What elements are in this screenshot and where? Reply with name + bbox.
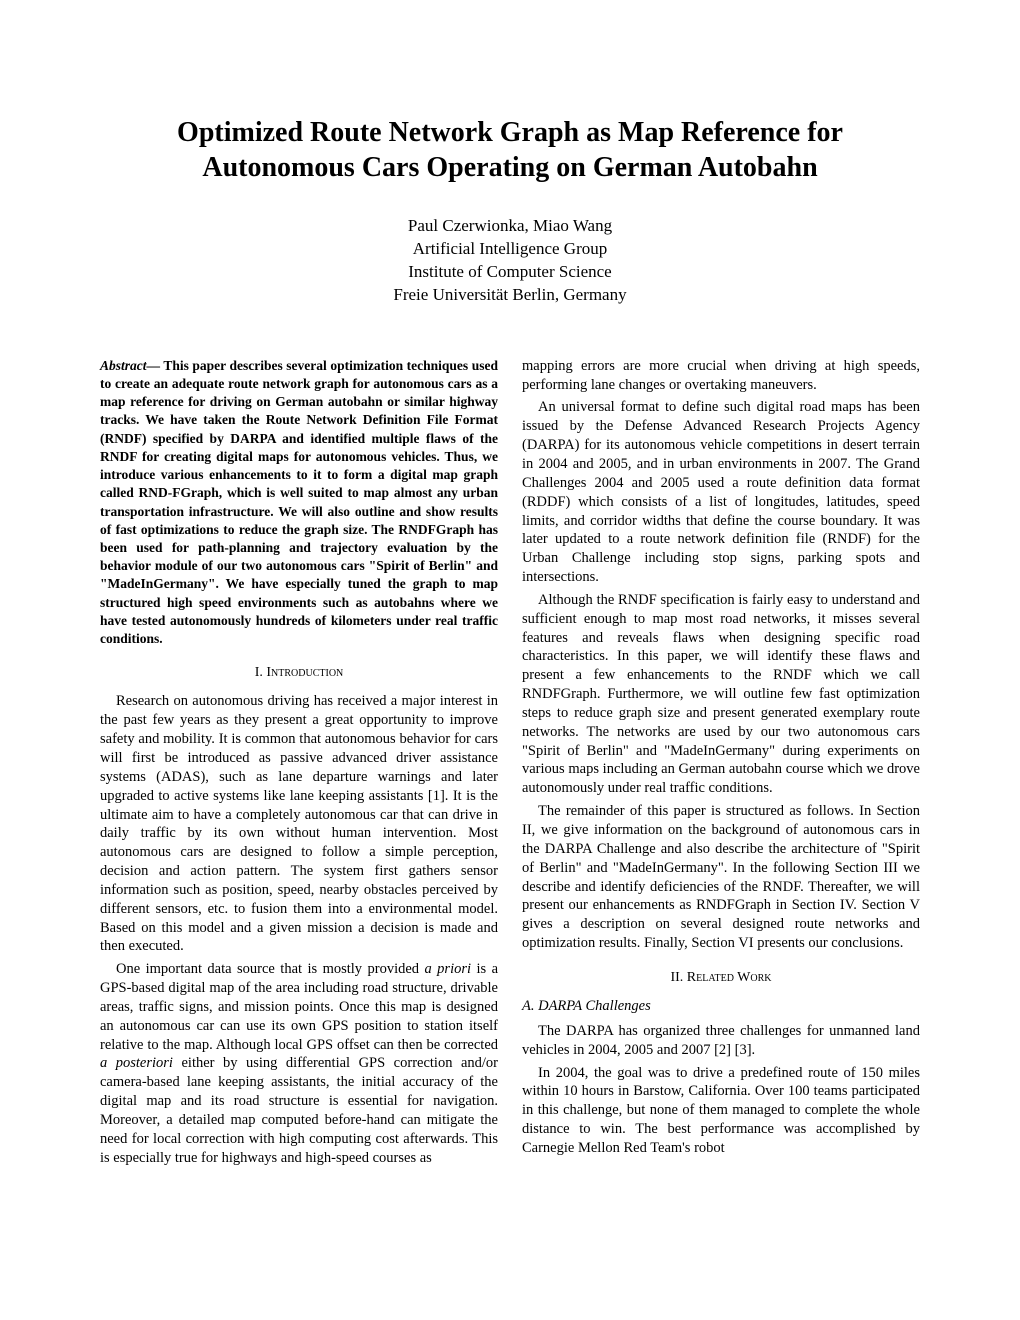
subsection-darpa: A. DARPA Challenges	[522, 997, 920, 1016]
paper-page: Optimized Route Network Graph as Map Ref…	[0, 0, 1020, 1232]
two-column-body: Abstract— This paper describes several o…	[100, 357, 920, 1172]
author-group: Artificial Intelligence Group	[100, 238, 920, 261]
intro-paragraph-2: One important data source that is mostly…	[100, 960, 498, 1167]
intro-p2-italic2: a posteriori	[100, 1055, 173, 1071]
col2-paragraph-3: Although the RNDF specification is fairl…	[522, 591, 920, 798]
author-institute: Institute of Computer Science	[100, 261, 920, 284]
author-block: Paul Czerwionka, Miao Wang Artificial In…	[100, 215, 920, 307]
section-heading-related-work: II. Related Work	[522, 969, 920, 987]
intro-p2-italic1: a priori	[424, 961, 471, 977]
abstract: Abstract— This paper describes several o…	[100, 357, 498, 649]
section-heading-introduction: I. Introduction	[100, 664, 498, 682]
paper-title: Optimized Route Network Graph as Map Ref…	[100, 115, 920, 185]
col2-paragraph-2: An universal format to define such digit…	[522, 398, 920, 586]
abstract-text: — This paper describes several optimizat…	[100, 358, 498, 646]
abstract-label: Abstract	[100, 358, 147, 373]
related-paragraph-2: In 2004, the goal was to drive a predefi…	[522, 1064, 920, 1158]
intro-paragraph-1: Research on autonomous driving has recei…	[100, 692, 498, 956]
intro-p2-part1: One important data source that is mostly…	[116, 961, 424, 977]
related-paragraph-1: The DARPA has organized three challenges…	[522, 1022, 920, 1060]
col2-paragraph-1: mapping errors are more crucial when dri…	[522, 357, 920, 395]
intro-p2-part3: either by using differential GPS correct…	[100, 1055, 498, 1165]
left-column: Abstract— This paper describes several o…	[100, 357, 498, 1172]
right-column: mapping errors are more crucial when dri…	[522, 357, 920, 1172]
author-university: Freie Universität Berlin, Germany	[100, 284, 920, 307]
author-names: Paul Czerwionka, Miao Wang	[100, 215, 920, 238]
col2-paragraph-4: The remainder of this paper is structure…	[522, 802, 920, 953]
